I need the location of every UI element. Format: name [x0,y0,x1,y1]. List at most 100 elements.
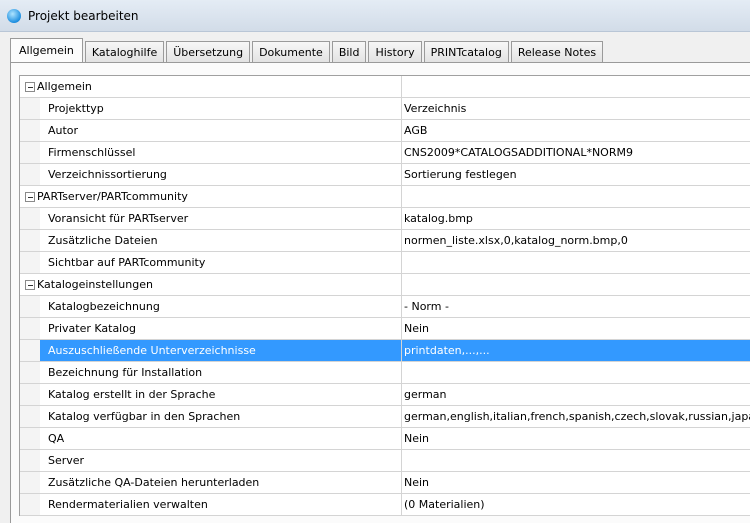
property-value[interactable]: Verzeichnis [404,102,467,115]
property-row[interactable]: Verzeichnissortierung Sortierung festlege… [20,164,750,186]
column-separator [401,208,402,229]
property-label: QA [48,432,65,445]
property-row[interactable]: Katalogbezeichnung - Norm - [20,296,750,318]
row-gutter [20,384,40,405]
property-label: Privater Katalog [48,322,136,335]
property-value[interactable]: Nein [404,476,430,489]
property-label: Rendermaterialien verwalten [48,498,208,511]
column-separator [401,230,402,251]
property-value[interactable]: Nein [404,322,430,335]
property-value[interactable]: CNS2009*CATALOGSADDITIONAL*NORM9 [404,146,633,159]
property-row[interactable]: Katalog verfügbar in den Sprachen german,… [20,406,750,428]
column-separator [401,406,402,427]
group-row[interactable]: Katalogeinstellungen [20,274,750,296]
property-row[interactable]: Privater Katalog Nein [20,318,750,340]
column-separator [401,296,402,317]
property-row[interactable]: Zusätzliche QA-Dateien herunterladen Nein [20,472,750,494]
row-gutter [20,362,40,383]
property-value[interactable]: (0 Materialien) [404,498,485,511]
group-name: Allgemein [37,80,92,93]
property-row[interactable]: Firmenschlüssel CNS2009*CATALOGSADDITIONA… [20,142,750,164]
tab[interactable]: Allgemein [10,38,83,63]
property-label: Bezeichnung für Installation [48,366,203,379]
column-separator [401,384,402,405]
property-row[interactable]: Sichtbar auf PARTcommunity [20,252,750,274]
property-row[interactable]: Katalog erstellt in der Sprache german [20,384,750,406]
property-label: Katalog verfügbar in den Sprachen [48,410,241,423]
property-row[interactable]: Zusätzliche Dateien normen_liste.xlsx,0,k… [20,230,750,252]
row-gutter [20,208,40,229]
group-name: Katalogeinstellungen [37,278,153,291]
property-row[interactable]: Projekttyp Verzeichnis [20,98,750,120]
property-value[interactable]: Nein [404,432,430,445]
property-value[interactable]: Sortierung festlegen [404,168,517,181]
column-separator [401,318,402,339]
column-separator [401,76,402,97]
property-value[interactable]: normen_liste.xlsx,0,katalog_norm.bmp,0 [404,234,628,247]
tab[interactable]: History [368,41,422,63]
property-label: Auszuschließende Unterverzeichnisse [48,344,256,357]
property-row[interactable]: Bezeichnung für Installation [20,362,750,384]
property-label: Verzeichnissortierung [48,168,167,181]
property-value[interactable]: - Norm - [404,300,449,313]
collapse-toggle[interactable] [25,280,35,290]
column-separator [401,472,402,493]
column-separator [401,164,402,185]
row-gutter [20,252,40,273]
property-label: Zusätzliche Dateien [48,234,158,247]
tab[interactable]: Übersetzung [166,41,251,63]
property-label: Katalog erstellt in der Sprache [48,388,216,401]
tab[interactable]: Kataloghilfe [84,41,165,63]
property-label: Katalogbezeichnung [48,300,160,313]
column-separator [401,98,402,119]
row-gutter [20,164,40,185]
property-value[interactable]: german [404,388,447,401]
property-value[interactable]: printdaten,...,... [404,344,490,357]
column-separator [401,186,402,207]
row-gutter [20,230,40,251]
property-row[interactable]: Autor AGB [20,120,750,142]
column-separator [401,252,402,273]
collapse-toggle[interactable] [25,82,35,92]
selection-highlight [40,340,750,361]
tab[interactable]: Dokumente [252,41,330,63]
row-gutter [20,450,40,471]
property-label: Voransicht für PARTserver [48,212,189,225]
property-row[interactable]: Auszuschließende Unterverzeichnisse print… [20,340,750,362]
property-grid: Allgemein Projekttyp Verzeichnis Autor AGB Fi… [19,75,750,516]
group-row[interactable]: PARTserver/PARTcommunity [20,186,750,208]
tab[interactable]: Bild [331,41,367,63]
property-row[interactable]: Server [20,450,750,472]
row-gutter [20,120,40,141]
property-row[interactable]: Rendermaterialien verwalten (0 Materialie… [20,494,750,516]
tab[interactable]: PRINTcatalog [423,41,509,63]
group-row[interactable]: Allgemein [20,76,750,98]
row-gutter [20,318,40,339]
property-value[interactable]: german,english,italian,french,spanish,cz… [404,410,750,423]
property-label: Firmenschlüssel [48,146,136,159]
window-title: Projekt bearbeiten [28,9,139,23]
property-label: Sichtbar auf PARTcommunity [48,256,206,269]
tab[interactable]: Release Notes [510,41,604,63]
column-separator [401,340,402,361]
collapse-toggle[interactable] [25,192,35,202]
property-label: Server [48,454,85,467]
property-row[interactable]: Voransicht für PARTserver katalog.bmp [20,208,750,230]
row-gutter [20,428,40,449]
row-gutter [20,472,40,493]
column-separator [401,142,402,163]
row-gutter [20,98,40,119]
property-value[interactable]: katalog.bmp [404,212,473,225]
property-row[interactable]: QA Nein [20,428,750,450]
property-value[interactable]: AGB [404,124,428,137]
row-gutter [20,142,40,163]
column-separator [401,120,402,141]
column-separator [401,494,402,515]
column-separator [401,274,402,295]
tab-strip: Allgemein Kataloghilfe Übersetzung Dokument… [10,38,605,63]
column-separator [401,428,402,449]
column-separator [401,450,402,471]
column-separator [401,362,402,383]
group-name: PARTserver/PARTcommunity [37,190,188,203]
